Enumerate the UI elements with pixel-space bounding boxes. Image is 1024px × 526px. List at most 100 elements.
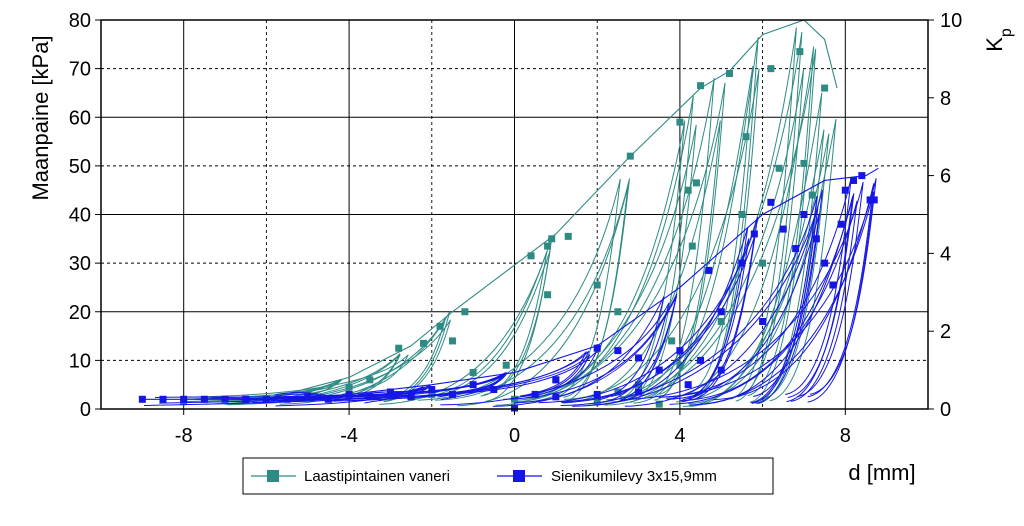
data-point xyxy=(738,211,746,218)
data-point xyxy=(726,69,734,77)
data-point xyxy=(850,176,858,184)
data-point xyxy=(407,393,415,401)
data-point xyxy=(552,393,560,401)
data-point xyxy=(527,252,535,260)
x-tick-label: 4 xyxy=(674,425,685,447)
x-tick-label: 0 xyxy=(509,425,520,447)
data-point xyxy=(614,347,622,355)
data-point xyxy=(593,390,601,398)
data-point xyxy=(548,235,556,243)
data-point xyxy=(676,347,684,355)
y2-tick-label: 6 xyxy=(940,166,951,188)
y2-tick-label: 10 xyxy=(940,10,962,32)
data-point xyxy=(304,393,312,401)
y-tick-label: 80 xyxy=(69,10,91,32)
data-point xyxy=(593,281,601,289)
data-point xyxy=(366,393,374,401)
loop-curve xyxy=(606,69,805,401)
loop-curve xyxy=(187,354,409,398)
data-point xyxy=(767,65,775,73)
loop-curve xyxy=(712,183,875,401)
loop-curve xyxy=(522,95,694,403)
data-point xyxy=(684,186,692,194)
data-point xyxy=(544,242,552,250)
data-point xyxy=(461,308,469,316)
y2-tick-label: 0 xyxy=(940,399,951,421)
y2-axis-label: Kp xyxy=(982,28,1015,52)
loop-curve xyxy=(435,178,630,401)
legend-marker-vaneri xyxy=(267,470,279,482)
envelope-line xyxy=(183,19,838,403)
data-point xyxy=(469,381,477,389)
data-point xyxy=(469,369,477,377)
data-point xyxy=(717,317,725,325)
legend-label-vaneri: Laastipintainen vaneri xyxy=(304,468,450,485)
y-tick-label: 20 xyxy=(69,302,91,324)
series-vaneri xyxy=(180,19,838,408)
loop-curve xyxy=(611,27,797,403)
data-point xyxy=(800,211,808,218)
data-point xyxy=(221,395,229,403)
data-point xyxy=(738,259,746,267)
loop-curve xyxy=(697,196,854,406)
series-sienikumi xyxy=(138,167,879,412)
data-point xyxy=(717,366,725,374)
data-point xyxy=(796,48,804,56)
data-point xyxy=(428,386,436,394)
y-axis-ticks: 0 10 20 30 40 50 60 70 80 xyxy=(69,10,101,421)
data-point xyxy=(345,383,353,391)
y-tick-label: 10 xyxy=(69,350,91,372)
y2-tick-label: 2 xyxy=(940,321,951,343)
x-axis-label: d [mm] xyxy=(848,460,915,485)
data-point xyxy=(759,259,767,267)
data-point xyxy=(800,159,808,167)
data-point xyxy=(531,390,539,398)
x-tick-label: -4 xyxy=(340,425,358,447)
data-point xyxy=(676,118,684,126)
data-point xyxy=(436,322,444,330)
legend-label-sienikumi: Sienikumilevy 3x15,9mm xyxy=(551,468,717,485)
y2-axis-label-main: K xyxy=(982,37,1007,52)
data-point xyxy=(552,376,560,384)
y2-axis-ticks: 0 2 4 6 8 10 xyxy=(928,10,962,421)
legend: Laastipintainen vaneri Sienikumilevy 3x1… xyxy=(242,457,774,495)
legend-marker-sienikumi xyxy=(513,470,525,482)
data-point xyxy=(821,84,829,92)
data-point xyxy=(841,186,849,194)
data-point xyxy=(635,388,643,396)
data-point xyxy=(448,390,456,398)
data-point xyxy=(283,395,291,403)
y-tick-label: 40 xyxy=(69,205,91,227)
data-point xyxy=(395,344,403,352)
data-point xyxy=(366,376,374,384)
data-point xyxy=(750,230,758,238)
data-point xyxy=(262,395,270,403)
y-tick-label: 60 xyxy=(69,107,91,129)
grid xyxy=(101,20,928,409)
data-point xyxy=(697,82,705,90)
loop-curve xyxy=(633,36,759,404)
y2-tick-label: 4 xyxy=(940,243,951,265)
data-point xyxy=(490,386,498,394)
x-tick-label: 8 xyxy=(840,425,851,447)
data-point xyxy=(858,172,866,180)
data-point xyxy=(705,266,713,274)
data-point xyxy=(420,339,428,347)
loop-curve xyxy=(406,251,548,400)
loop-curve xyxy=(659,177,852,398)
loop-curve xyxy=(514,296,665,404)
data-point xyxy=(775,164,783,172)
data-point xyxy=(200,395,208,403)
y-tick-label: 30 xyxy=(69,253,91,275)
data-point xyxy=(345,390,353,398)
loop-curve xyxy=(393,351,597,398)
y-axis-label: Maanpaine [kPa] xyxy=(28,35,53,200)
data-point xyxy=(692,179,700,187)
loop-curve xyxy=(620,181,864,401)
data-point xyxy=(668,337,676,345)
data-point xyxy=(767,198,775,206)
data-point xyxy=(829,281,837,289)
data-point xyxy=(717,308,725,316)
data-point xyxy=(742,133,750,141)
